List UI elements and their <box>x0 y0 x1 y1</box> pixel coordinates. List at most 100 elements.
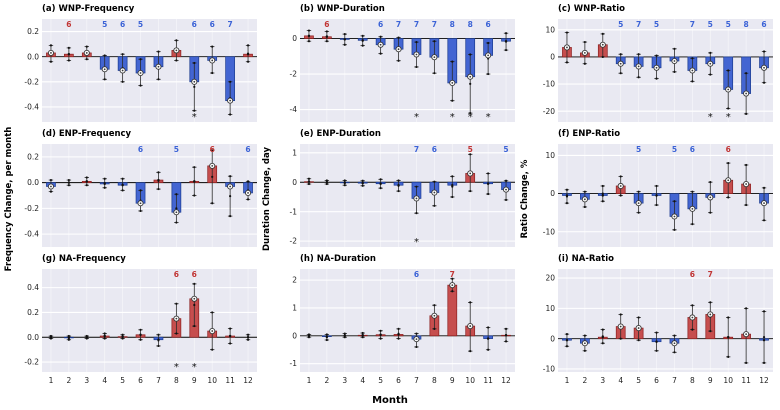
significance-asterisk: * <box>414 237 419 248</box>
xtick-label: 3 <box>600 376 605 385</box>
model-dot <box>325 179 328 182</box>
ytick-label: 20 <box>545 274 555 283</box>
panel-na-frequency-plot: 0.40.20.0-0.26 6* *1 2 3 4 5 6 7 8 9 10 11 12 <box>24 269 257 385</box>
panel-na-ratio-title: (i) NA-Ratio <box>558 254 614 264</box>
model-dot <box>103 186 106 189</box>
model-count-label: 6 <box>414 270 419 279</box>
panel-na-frequency-title: (g) NA-Frequency <box>42 254 126 264</box>
xtick-label: 10 <box>207 376 217 385</box>
median-dot <box>157 178 160 182</box>
model-dot <box>139 338 142 341</box>
model-dot <box>415 65 418 69</box>
xtick-label: 6 <box>138 376 143 385</box>
model-dot <box>433 72 436 75</box>
xtick-label: 4 <box>102 376 107 385</box>
xtick-label: 6 <box>654 376 659 385</box>
column-frequency-panels: (a) WNP-Frequency 0.2 0.0 -0.2 -0.4 6 5 6 5 6 6 7 *… <box>16 4 260 393</box>
model-dot <box>691 80 694 83</box>
model-dot <box>139 209 142 213</box>
ytick-label: -10 <box>543 365 555 374</box>
panel-na-duration-plot: 210-16 71 2 3 4 5 6 7 8 9 10 11 12 <box>290 269 515 385</box>
panel-wnp-frequency-title: (a) WNP-Frequency <box>42 4 135 14</box>
median-dot <box>343 181 346 185</box>
panel-enp-duration: (e) ENP-Duration 1 0 -1 -2 7 6 5 5 * <box>274 129 518 249</box>
model-dot <box>637 316 640 319</box>
model-dot <box>397 189 400 193</box>
model-dot <box>121 333 124 336</box>
model-dot <box>343 332 346 335</box>
model-dot <box>433 180 436 183</box>
model-count-label: 6 <box>726 145 731 154</box>
model-dot <box>343 184 346 187</box>
model-dot <box>211 348 214 351</box>
median-marker-dot <box>673 342 676 345</box>
median-marker-dot <box>505 188 507 191</box>
model-dot <box>229 195 232 198</box>
model-dot <box>379 178 382 181</box>
xtick-label: 9 <box>708 376 713 385</box>
panel-na-frequency: (g) NA-Frequency 0.4 0.2 0.0 -0.2 6 6 * * 1 2 3 4 5 6… <box>16 254 260 388</box>
model-dot <box>745 163 748 167</box>
model-dot <box>193 194 196 197</box>
panel-enp-ratio-plot: 10 0 -10 5 5 6 6 <box>543 144 773 247</box>
xtick-label: 7 <box>672 376 677 385</box>
model-count-label: 6 <box>761 20 766 29</box>
model-dot <box>745 112 748 115</box>
model-dot <box>469 301 472 304</box>
model-dot <box>433 40 436 43</box>
ytick-label: -2 <box>290 70 298 79</box>
xtick-label: 3 <box>342 376 347 385</box>
model-dot <box>103 78 106 81</box>
model-dot <box>415 185 418 188</box>
model-dot <box>709 330 712 333</box>
model-dot <box>229 113 232 116</box>
median-marker-dot <box>103 68 106 71</box>
model-dot <box>325 30 328 33</box>
model-count-label: 6 <box>192 20 197 29</box>
model-dot <box>211 149 214 152</box>
median-dot <box>121 335 124 338</box>
median-marker-dot <box>157 65 160 68</box>
model-dot <box>415 40 418 44</box>
xtick-label: 12 <box>759 376 769 385</box>
model-dot <box>157 187 160 191</box>
median-dot <box>343 334 346 338</box>
ytick-label: 10 <box>545 304 555 313</box>
median-dot <box>397 333 400 336</box>
column-duration-gutter: Duration Change, day <box>260 4 274 393</box>
model-dot <box>193 324 196 328</box>
median-marker-dot <box>709 196 712 199</box>
median-marker-dot <box>175 317 178 320</box>
median-dot <box>325 181 329 184</box>
model-dot <box>619 337 622 340</box>
model-dot <box>67 184 70 187</box>
model-dot <box>745 361 748 365</box>
median-marker-dot <box>691 316 694 319</box>
model-dot <box>246 44 250 47</box>
model-dot <box>361 34 364 37</box>
model-dot <box>673 228 676 231</box>
xtick-label: 5 <box>378 376 383 385</box>
model-dot <box>762 81 766 84</box>
model-dot <box>709 301 712 304</box>
median-dot <box>307 180 311 183</box>
model-dot <box>727 355 730 358</box>
median-marker-dot <box>50 52 52 54</box>
model-dot <box>745 72 748 75</box>
model-dot <box>637 76 640 79</box>
model-dot <box>601 192 604 195</box>
model-dot <box>619 53 622 56</box>
model-dot <box>673 351 676 354</box>
median-dot <box>49 336 53 339</box>
xtick-label: 2 <box>582 376 587 385</box>
model-count-label: 6 <box>690 270 695 279</box>
model-dot <box>709 73 712 76</box>
model-dot <box>175 39 178 42</box>
model-dot <box>469 82 472 85</box>
model-dot <box>565 345 569 348</box>
model-dot <box>85 45 88 48</box>
model-count-label: 6 <box>690 145 695 154</box>
median-dot <box>504 39 508 43</box>
median-marker-dot <box>229 185 232 188</box>
median-marker-dot <box>85 52 88 54</box>
